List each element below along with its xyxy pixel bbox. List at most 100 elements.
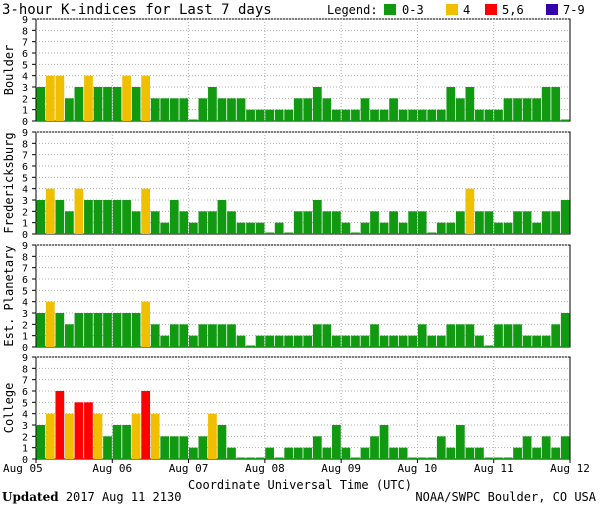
k-index-bar bbox=[503, 457, 513, 459]
k-index-bar bbox=[503, 222, 513, 234]
k-index-bar bbox=[227, 98, 236, 121]
k-index-bar bbox=[122, 200, 131, 234]
y-tick-label: 4 bbox=[22, 410, 28, 421]
k-index-bar bbox=[265, 447, 274, 459]
y-tick-label: 5 bbox=[22, 60, 28, 71]
k-index-bar bbox=[351, 232, 360, 234]
k-index-bar bbox=[360, 98, 370, 121]
k-index-bar bbox=[84, 75, 93, 121]
k-index-bar bbox=[84, 200, 93, 234]
k-index-bar bbox=[379, 109, 389, 121]
y-tick-label: 3 bbox=[22, 309, 28, 320]
k-index-bar bbox=[303, 211, 313, 234]
k-index-bar bbox=[322, 98, 332, 121]
k-index-bar bbox=[112, 425, 122, 459]
k-index-bar bbox=[513, 98, 522, 121]
footer-credit: NOAA/SWPC Boulder, CO USA bbox=[415, 490, 596, 504]
k-index-bar bbox=[45, 188, 55, 234]
k-index-bar bbox=[55, 391, 65, 459]
k-index-bar bbox=[284, 335, 294, 347]
k-index-bar bbox=[274, 335, 284, 347]
k-index-bar bbox=[446, 447, 456, 459]
y-tick-label: 8 bbox=[22, 252, 28, 263]
k-index-bar bbox=[284, 447, 294, 459]
k-index-bar bbox=[122, 75, 131, 121]
k-index-bar bbox=[513, 447, 522, 459]
k-index-bar bbox=[141, 188, 151, 234]
k-index-bar bbox=[322, 447, 332, 459]
k-index-bar bbox=[360, 222, 370, 234]
k-index-bar bbox=[303, 447, 313, 459]
k-index-bar bbox=[475, 447, 484, 459]
k-index-bar bbox=[103, 313, 112, 347]
k-index-bar bbox=[265, 232, 274, 234]
y-tick-label: 9 bbox=[22, 15, 28, 26]
k-index-bar bbox=[188, 119, 198, 121]
k-index-bar bbox=[427, 335, 437, 347]
k-index-bar bbox=[65, 98, 74, 121]
k-index-bar bbox=[131, 413, 141, 459]
k-index-bar bbox=[160, 98, 170, 121]
k-index-bar bbox=[93, 413, 103, 459]
legend-swatch-0-3 bbox=[384, 4, 396, 15]
k-index-bar bbox=[522, 211, 532, 234]
k-index-bar bbox=[475, 335, 484, 347]
k-index-bar bbox=[551, 87, 561, 121]
k-index-bar bbox=[494, 457, 503, 459]
x-tick-label: Aug 06 bbox=[92, 462, 132, 475]
y-tick-label: 5 bbox=[22, 286, 28, 297]
y-tick-label: 8 bbox=[22, 364, 28, 375]
y-tick-label: 0 bbox=[22, 230, 28, 241]
k-index-bar bbox=[465, 447, 475, 459]
k-index-bar bbox=[208, 87, 217, 121]
k-index-bar bbox=[332, 425, 341, 459]
y-tick-label: 8 bbox=[22, 26, 28, 37]
k-index-bar bbox=[436, 109, 446, 121]
k-index-bar bbox=[293, 447, 303, 459]
k-index-bar bbox=[227, 211, 236, 234]
k-index-bar bbox=[160, 335, 170, 347]
k-index-bar bbox=[255, 335, 265, 347]
k-index-bar bbox=[169, 436, 179, 459]
k-index-bar bbox=[360, 335, 370, 347]
k-index-bar bbox=[475, 109, 484, 121]
x-tick-label: Aug 05 bbox=[3, 462, 43, 475]
y-tick-label: 1 bbox=[22, 219, 28, 230]
k-index-bar bbox=[236, 222, 246, 234]
k-index-bar bbox=[312, 87, 322, 121]
k-index-bar bbox=[188, 222, 198, 234]
k-index-bar bbox=[484, 211, 494, 234]
k-index-bar bbox=[160, 436, 170, 459]
k-index-bar bbox=[198, 98, 208, 121]
k-index-bar bbox=[484, 457, 494, 459]
k-index-bar bbox=[217, 98, 227, 121]
k-index-bar bbox=[236, 457, 246, 459]
k-index-bar bbox=[255, 109, 265, 121]
k-index-bar bbox=[427, 457, 437, 459]
y-tick-label: 3 bbox=[22, 196, 28, 207]
k-index-bar bbox=[246, 109, 255, 121]
k-index-bar bbox=[465, 324, 475, 347]
k-index-bar bbox=[551, 211, 561, 234]
k-index-bar bbox=[341, 222, 351, 234]
k-index-bar bbox=[312, 200, 322, 234]
y-tick-label: 4 bbox=[22, 298, 28, 309]
k-index-bar bbox=[341, 109, 351, 121]
k-index-bar bbox=[494, 222, 503, 234]
k-index-bar bbox=[188, 447, 198, 459]
k-index-bar bbox=[45, 413, 55, 459]
k-index-bar bbox=[45, 301, 55, 347]
y-tick-label: 4 bbox=[22, 72, 28, 83]
k-index-bar bbox=[360, 447, 370, 459]
k-index-bar bbox=[341, 447, 351, 459]
k-index-bar bbox=[398, 335, 408, 347]
k-index-bar bbox=[436, 436, 446, 459]
k-index-bar bbox=[332, 335, 341, 347]
y-tick-label: 3 bbox=[22, 421, 28, 432]
y-tick-label: 0 bbox=[22, 117, 28, 128]
k-index-bar bbox=[303, 335, 313, 347]
k-index-bar bbox=[246, 222, 255, 234]
k-index-bar bbox=[522, 98, 532, 121]
y-tick-label: 7 bbox=[22, 151, 28, 162]
